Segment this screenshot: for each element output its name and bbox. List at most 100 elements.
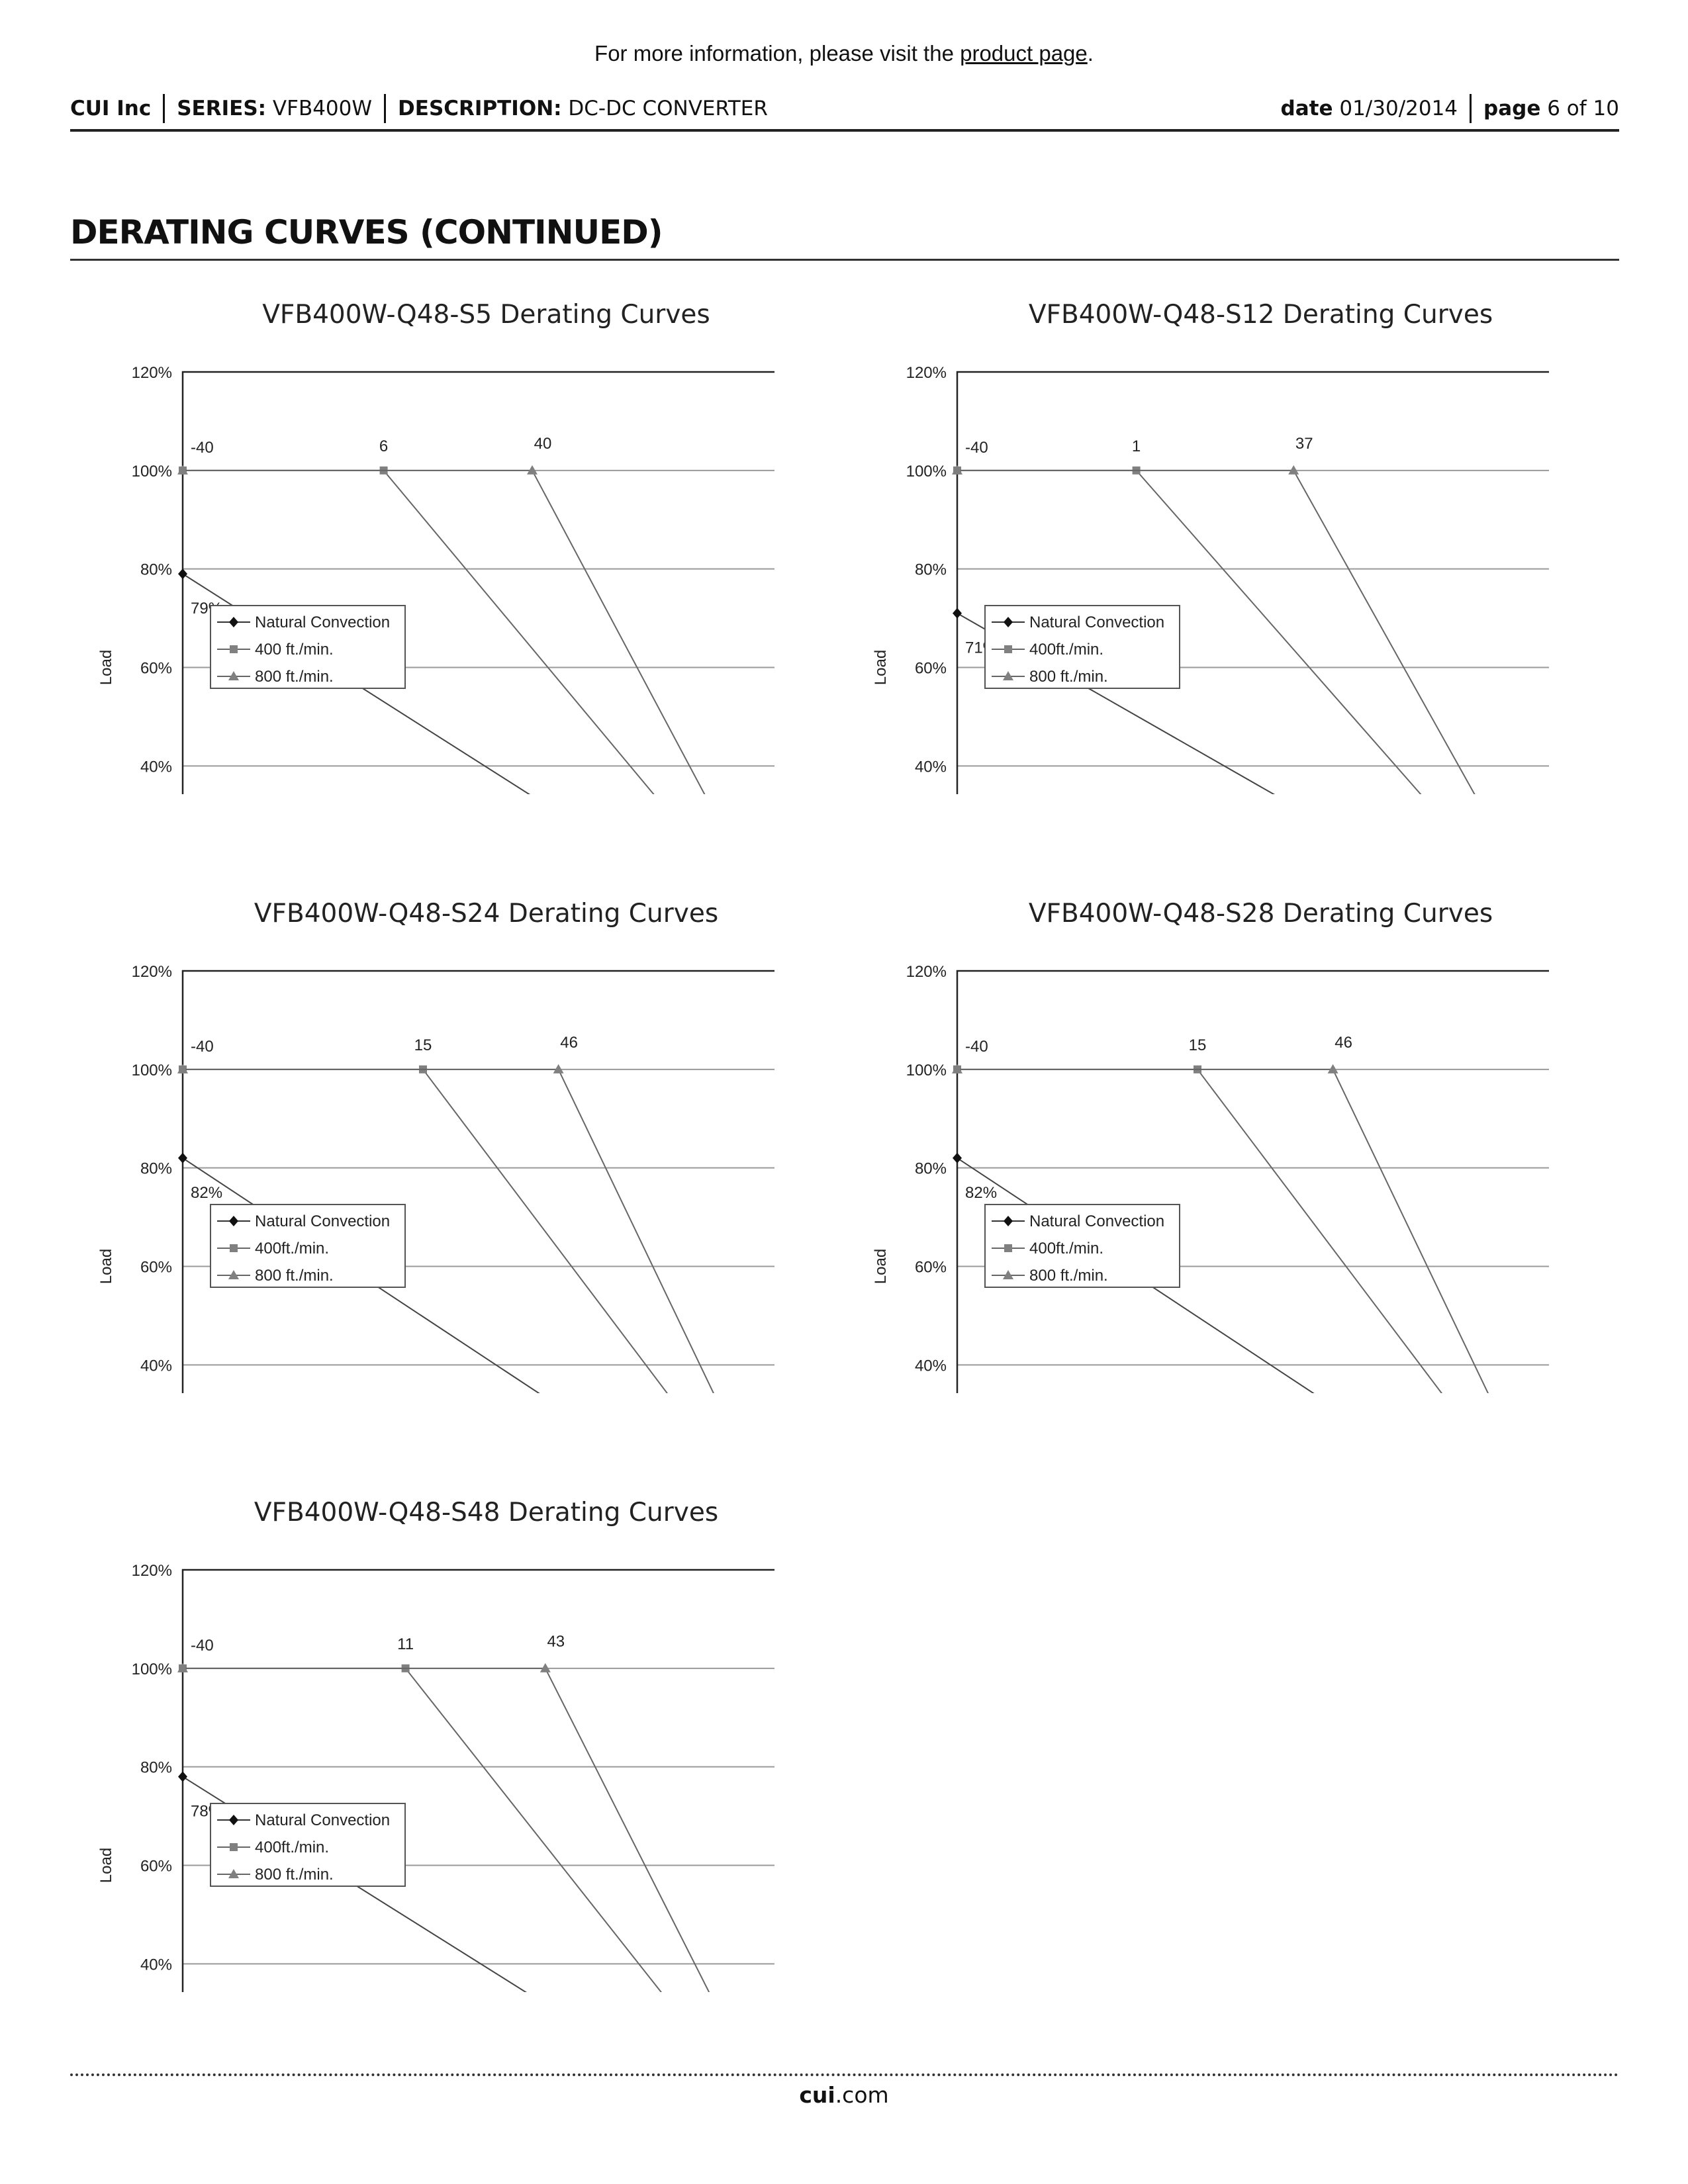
annotation-knee-800: 37 (1295, 435, 1313, 453)
legend-box (984, 1204, 1180, 1288)
legend-marker-triangle (228, 671, 239, 680)
chart-title: VFB400W-Q48-S12 Derating Curves (1029, 300, 1493, 330)
y-tick-label: 120% (132, 364, 172, 382)
annotation-start: -40 (191, 1637, 214, 1655)
data-point-diamond (178, 1771, 187, 1782)
legend-label: 800 ft./min. (1029, 668, 1108, 686)
data-point-triangle (177, 465, 188, 475)
data-point-triangle (1327, 1064, 1338, 1073)
annotation-knee-800: 46 (1335, 1034, 1352, 1052)
y-axis-label: Load (97, 1848, 115, 1883)
chart-svg: VFB400W-Q48-S5 Derating Curves0%20%40%60… (97, 300, 774, 794)
footer-rule (70, 2073, 1619, 2076)
derating-chart: VFB400W-Q48-S12 Derating Curves0%20%40%6… (774, 0, 1549, 794)
legend: Natural Convection 400ft./min. 800 ft./min… (210, 1803, 406, 1887)
y-axis-label: Load (97, 1249, 115, 1284)
chart-title: VFB400W-Q48-S24 Derating Curves (254, 899, 718, 929)
annotation-knee-400: 15 (414, 1036, 432, 1054)
derating-chart: VFB400W-Q48-S48 Derating Curves0%20%40%6… (0, 1198, 774, 1992)
annotation-start: -40 (965, 1038, 988, 1056)
legend-box (210, 1204, 406, 1288)
plot-frame (956, 371, 1549, 794)
y-tick-label: 60% (915, 1259, 947, 1277)
legend-label: 800 ft./min. (255, 1267, 334, 1285)
legend-marker-square (1004, 645, 1012, 653)
y-tick-label: 120% (906, 364, 947, 382)
section-rule (70, 259, 1619, 261)
legend-label: 400ft./min. (255, 1240, 329, 1257)
info-banner: For more information, please visit the p… (594, 41, 1094, 66)
y-tick-label: 40% (915, 758, 947, 776)
legend-marker-diamond (229, 617, 238, 627)
annotation-natural-convection: 82% (965, 1184, 997, 1202)
legend-marker-square (230, 645, 238, 653)
data-point-diamond (178, 569, 187, 580)
annotation-knee-400: 15 (1189, 1036, 1207, 1054)
data-point-diamond (953, 1152, 962, 1163)
y-tick-label: 40% (140, 758, 172, 776)
y-tick-label: 120% (906, 963, 947, 981)
date-label: date (1280, 97, 1333, 120)
data-point-diamond (178, 1152, 187, 1163)
company-name: CUI Inc (70, 97, 152, 120)
legend-label: 800 ft./min. (255, 668, 334, 686)
legend-box (210, 605, 406, 689)
series-label: SERIES: (177, 97, 267, 120)
legend-label: 800 ft./min. (255, 1866, 334, 1884)
divider (384, 94, 387, 123)
legend-label: Natural Convection (255, 614, 390, 631)
annotation-start: -40 (191, 439, 214, 457)
derating-chart: VFB400W-Q48-S24 Derating Curves0%20%40%6… (0, 599, 774, 1393)
product-page-link[interactable]: product page (960, 41, 1088, 66)
y-tick-label: 100% (132, 1661, 172, 1678)
annotation-knee-800: 46 (560, 1034, 578, 1052)
y-tick-label: 100% (906, 1062, 947, 1079)
y-tick-label: 40% (915, 1357, 947, 1375)
plot-frame (181, 371, 774, 794)
legend-marker-square (1004, 1244, 1012, 1252)
legend-label: 400 ft./min. (255, 641, 334, 659)
legend-marker-triangle (1003, 671, 1013, 680)
divider (163, 94, 165, 123)
y-tick-label: 80% (915, 561, 947, 579)
legend-label: Natural Convection (255, 1811, 390, 1829)
legend: Natural Convection 400 ft./min. 800 ft./mi… (210, 605, 406, 689)
description-value: DC-DC CONVERTER (568, 97, 768, 120)
y-tick-label: 80% (915, 1160, 947, 1178)
y-axis-label: Load (97, 650, 115, 685)
page-value: 6 of 10 (1547, 97, 1619, 120)
legend-marker-triangle (228, 1270, 239, 1279)
divider (1470, 94, 1472, 123)
y-tick-label: 60% (140, 1858, 172, 1876)
header-rule (70, 129, 1619, 132)
legend-marker-diamond (1004, 1216, 1013, 1226)
data-point-triangle (952, 465, 962, 475)
chart-title: VFB400W-Q48-S5 Derating Curves (262, 300, 710, 330)
annotation-knee-400: 11 (397, 1635, 414, 1653)
derating-chart: VFB400W-Q48-S5 Derating Curves0%20%40%60… (0, 0, 774, 794)
document-header: CUI Inc SERIES: VFB400W DESCRIPTION: DC-… (70, 89, 1619, 128)
legend-marker-diamond (229, 1216, 238, 1226)
date-value: 01/30/2014 (1339, 97, 1458, 120)
plot-frame (181, 970, 774, 1393)
data-point-triangle (553, 1064, 564, 1073)
plot-frame (181, 1569, 774, 1992)
legend-label: 400ft./min. (1029, 1240, 1103, 1257)
y-axis-label: Load (872, 1249, 890, 1284)
legend-label: 400ft./min. (255, 1839, 329, 1856)
chart-title: VFB400W-Q48-S28 Derating Curves (1029, 899, 1493, 929)
section-title: DERATING CURVES (CONTINUED) (70, 213, 663, 251)
legend: Natural Convection 400ft./min. 800 ft./min… (210, 1204, 406, 1288)
annotation-start: -40 (191, 1038, 214, 1056)
y-tick-label: 100% (906, 463, 947, 480)
y-tick-label: 100% (132, 463, 172, 480)
legend-label: 400ft./min. (1029, 641, 1103, 659)
data-point-diamond (953, 608, 962, 619)
legend-label: Natural Convection (1029, 1212, 1164, 1230)
legend-label: Natural Convection (1029, 614, 1164, 631)
chart-svg: VFB400W-Q48-S28 Derating Curves0%20%40%6… (872, 899, 1549, 1393)
annotation-knee-800: 43 (547, 1633, 565, 1651)
y-tick-label: 120% (132, 1562, 172, 1580)
y-tick-label: 80% (140, 1160, 172, 1178)
annotation-knee-400: 1 (1132, 437, 1141, 455)
